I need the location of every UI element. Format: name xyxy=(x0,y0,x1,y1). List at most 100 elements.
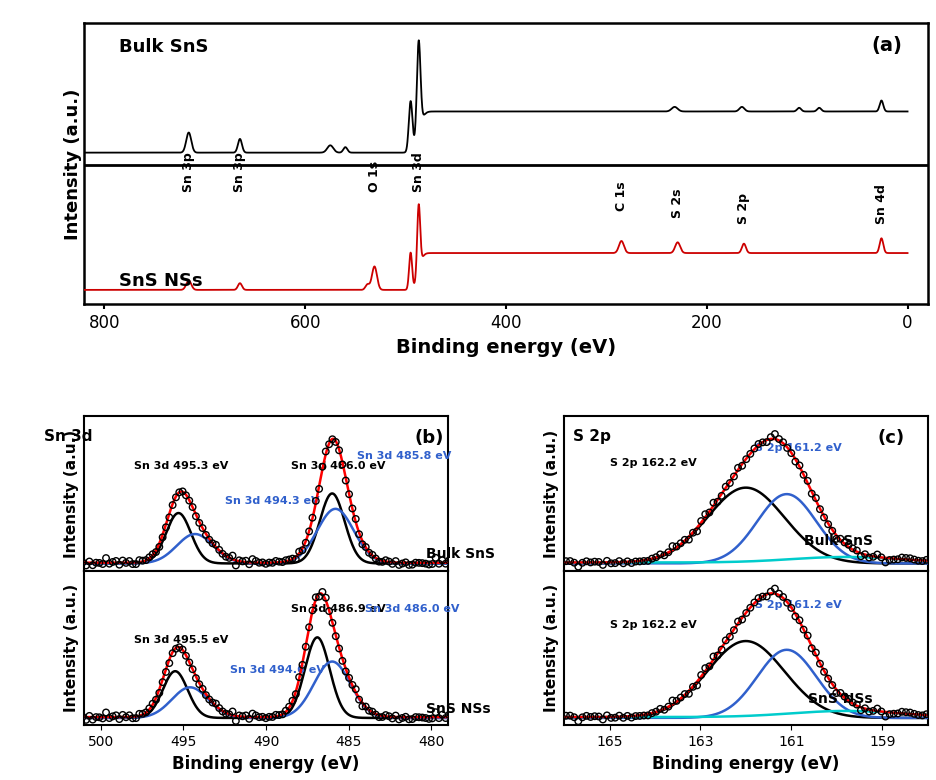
Text: S 2p 161.2 eV: S 2p 161.2 eV xyxy=(754,443,841,453)
Text: Sn 3d 495.5 eV: Sn 3d 495.5 eV xyxy=(134,635,228,645)
Point xyxy=(873,551,888,564)
Text: S 2p 161.2 eV: S 2p 161.2 eV xyxy=(754,601,841,610)
Point xyxy=(368,552,383,565)
Point xyxy=(542,556,557,569)
Point xyxy=(285,694,300,707)
Point xyxy=(668,541,683,553)
Point xyxy=(660,700,675,713)
Point xyxy=(738,453,753,466)
Point xyxy=(265,557,280,569)
Point xyxy=(348,512,363,525)
Point xyxy=(132,554,147,566)
Point xyxy=(68,710,83,722)
Point xyxy=(627,710,642,722)
Point xyxy=(832,533,847,545)
Point xyxy=(195,682,210,695)
Point xyxy=(623,711,638,724)
Point xyxy=(680,687,695,700)
Point xyxy=(775,436,790,448)
Point xyxy=(278,554,293,566)
Point xyxy=(265,711,280,723)
Point xyxy=(212,544,227,556)
Point xyxy=(368,708,383,721)
Point xyxy=(856,548,871,561)
Point xyxy=(145,697,160,710)
Point xyxy=(934,555,936,567)
Point xyxy=(122,555,137,567)
Point xyxy=(304,512,319,524)
Point xyxy=(118,557,133,569)
Point xyxy=(165,498,180,511)
Point xyxy=(95,712,110,725)
Point xyxy=(824,679,839,691)
Point xyxy=(218,551,233,563)
Point xyxy=(546,554,561,566)
Point xyxy=(836,690,851,703)
Point xyxy=(644,707,659,719)
Point xyxy=(244,553,259,566)
Point xyxy=(351,528,366,541)
Point xyxy=(421,558,436,571)
Point xyxy=(881,708,896,721)
Point xyxy=(72,558,87,570)
Point xyxy=(401,558,416,571)
Point xyxy=(417,712,432,725)
Point xyxy=(603,557,618,569)
Point xyxy=(844,697,859,709)
Point xyxy=(274,708,289,721)
Point xyxy=(348,683,363,696)
Point xyxy=(424,558,439,570)
Point xyxy=(701,660,716,672)
Point xyxy=(334,654,349,667)
Text: C 1s: C 1s xyxy=(614,181,627,211)
Point xyxy=(258,558,273,570)
Point xyxy=(398,556,413,569)
Y-axis label: Intensity (a.u.): Intensity (a.u.) xyxy=(64,430,79,558)
Point xyxy=(656,549,671,562)
Point xyxy=(128,558,143,570)
Point xyxy=(742,448,757,460)
Text: Sn 3p: Sn 3p xyxy=(233,153,246,193)
Point xyxy=(922,707,936,720)
Point xyxy=(828,533,843,545)
Point xyxy=(261,556,276,569)
Point xyxy=(808,647,823,659)
Point xyxy=(358,700,373,713)
Point xyxy=(791,614,806,626)
Point xyxy=(549,711,564,724)
Point xyxy=(165,647,180,659)
Point xyxy=(132,707,147,720)
Point xyxy=(603,711,618,724)
Point xyxy=(125,558,140,570)
Point xyxy=(934,709,936,722)
Point xyxy=(844,542,859,555)
Point xyxy=(796,469,811,481)
Point xyxy=(381,555,396,568)
Point xyxy=(815,665,830,678)
Point xyxy=(308,591,323,604)
Point xyxy=(364,548,379,561)
Point xyxy=(361,704,376,717)
Point xyxy=(713,644,728,656)
Text: S 2p 162.2 eV: S 2p 162.2 eV xyxy=(609,620,695,630)
X-axis label: Binding energy (eV): Binding energy (eV) xyxy=(396,338,615,356)
Point xyxy=(718,634,733,647)
Point xyxy=(228,559,243,572)
Point xyxy=(201,693,216,706)
Point xyxy=(738,607,753,619)
Point xyxy=(342,672,357,684)
Point xyxy=(554,711,569,723)
Point xyxy=(95,558,110,570)
Point xyxy=(89,556,104,569)
Point xyxy=(139,706,154,718)
Point xyxy=(372,555,387,568)
Point xyxy=(865,704,880,717)
Point xyxy=(889,707,904,720)
Point xyxy=(758,436,773,448)
Point xyxy=(685,681,700,693)
Point xyxy=(145,548,160,561)
Point xyxy=(231,709,246,722)
Point xyxy=(639,709,654,722)
Point xyxy=(885,553,900,566)
Point xyxy=(926,552,936,565)
